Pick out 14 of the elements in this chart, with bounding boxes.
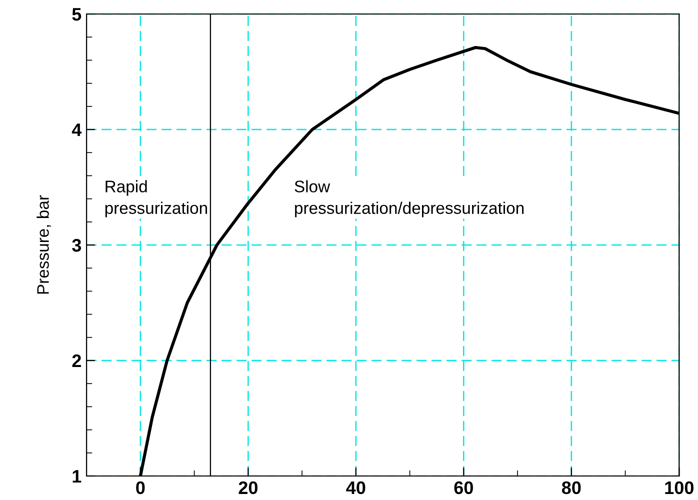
x-tick-label: 0	[136, 481, 145, 494]
y-tick-label: 1	[72, 470, 82, 483]
x-tick-label: 40	[346, 481, 366, 494]
x-tick-label: 80	[562, 481, 581, 494]
x-tick-label: 100	[665, 481, 694, 494]
y-tick-label: 3	[72, 238, 82, 252]
y-tick-label: 5	[72, 8, 82, 21]
y-tick-label: 4	[72, 124, 82, 136]
y-axis-title: Pressure, bar	[36, 195, 51, 294]
x-tick-label: 20	[238, 481, 258, 494]
annotation: Rapid pressurization	[105, 180, 207, 218]
x-tick-label: 60	[454, 481, 473, 494]
y-tick-label: 2	[72, 354, 81, 368]
annotation: Slow pressurization/depressurization	[294, 180, 524, 218]
